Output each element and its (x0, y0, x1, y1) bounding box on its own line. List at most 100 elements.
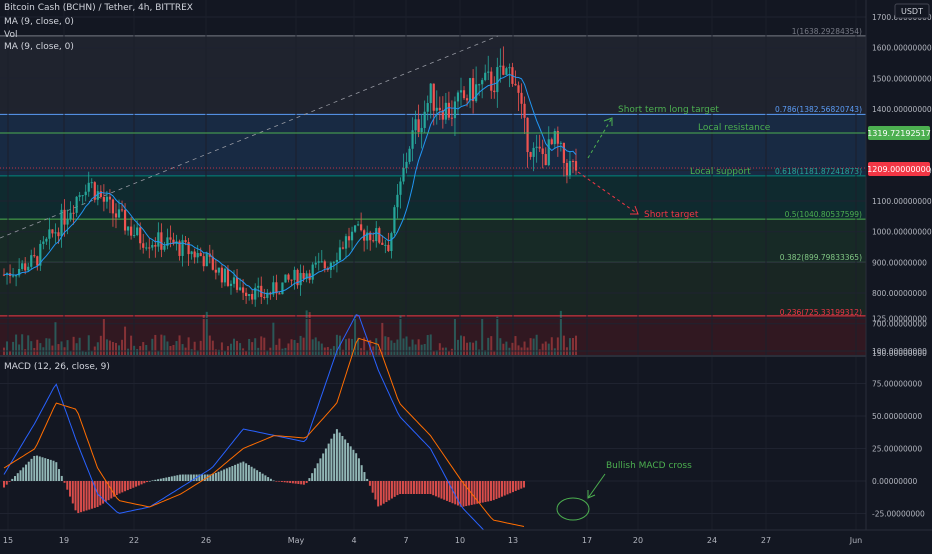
candle-body (571, 160, 575, 162)
current-price-badge (868, 162, 930, 176)
macd-hist-bar (151, 480, 154, 481)
volume-bar (411, 339, 414, 356)
macd-hist-bar (412, 481, 415, 494)
volume-bar (402, 338, 405, 356)
candle-body (93, 182, 96, 200)
short-target-label[interactable]: Short target (644, 210, 699, 220)
candle-body (102, 196, 105, 202)
macd-hist-bar (168, 476, 171, 481)
candle-body (493, 90, 496, 93)
macd-hist-bar (514, 481, 517, 491)
macd-hist-bar (234, 464, 237, 481)
macd-hist-bar (423, 481, 426, 494)
candle-body (381, 242, 384, 245)
macd-hist-bar (44, 458, 47, 481)
volume-bar (429, 334, 432, 356)
macd-hist-bar (393, 481, 396, 497)
ma-legend-2[interactable]: MA (9, close, 0) (4, 42, 74, 52)
candle-body (11, 275, 15, 277)
local-support-label[interactable]: Local support (690, 167, 751, 177)
symbol-legend[interactable]: Bitcoin Cash (BCHN) / Tether, 4h, BITTRE… (4, 3, 193, 13)
macd-hist-bar (500, 481, 503, 497)
vol-legend[interactable]: Vol (4, 30, 18, 40)
macd-hist-bar (311, 473, 314, 481)
price-tick-label: 900.00000000 (872, 258, 927, 267)
candle-body (414, 119, 417, 131)
volume-bar (166, 341, 169, 356)
macd-hist-bar (55, 462, 58, 481)
macd-hist-bar (231, 466, 234, 481)
candle-body (505, 68, 508, 75)
macd-hist-bar (396, 481, 399, 496)
candle-body (130, 226, 133, 236)
candle-body (193, 251, 196, 258)
macd-hist-bar (264, 475, 267, 481)
candle-body (172, 239, 175, 245)
macd-legend[interactable]: MACD (12, 26, close, 9) (4, 362, 110, 372)
candle-body (33, 255, 36, 257)
candle-body (408, 148, 411, 162)
volume-bar (523, 341, 526, 356)
volume-bar (208, 335, 211, 356)
price-tick-label: 700.00000000 (872, 320, 927, 329)
candle-body (308, 273, 311, 280)
volume-bar (63, 347, 66, 356)
candle-body (556, 130, 559, 144)
macd-hist-bar (77, 481, 80, 514)
candle-body (245, 292, 248, 296)
macd-hist-bar (267, 477, 270, 481)
macd-cross-circle[interactable] (556, 497, 590, 521)
volume-bar (57, 344, 60, 356)
candle-body (432, 83, 435, 111)
macd-tick-label: 75.00000000 (872, 380, 922, 389)
candle-body (211, 256, 214, 270)
macd-hist-bar (487, 481, 490, 502)
price-tick-label: 1600.00000000 (872, 44, 932, 53)
time-axis[interactable] (0, 530, 932, 550)
candle-body (263, 296, 266, 298)
volume-bar (187, 337, 190, 356)
candle-body (387, 244, 390, 252)
macd-hist-bar (377, 481, 380, 507)
local-resistance-label[interactable]: Local resistance (698, 123, 771, 133)
bullish-macd-cross-label[interactable]: Bullish MACD cross (606, 461, 692, 471)
price-axis[interactable] (866, 0, 932, 550)
volume-bar (405, 336, 408, 356)
macd-hist-bar (129, 481, 132, 489)
fib-label-0382: 0.382(899.79833365) (780, 253, 862, 262)
macd-hist-bar (107, 481, 110, 501)
volume-bar (54, 322, 57, 356)
macd-hist-bar (165, 477, 168, 481)
macd-cross-arrow[interactable] (587, 473, 606, 499)
currency-button[interactable] (894, 3, 930, 19)
ma-legend[interactable]: MA (9, close, 0) (4, 17, 74, 27)
macd-hist-bar (316, 463, 319, 481)
short-term-long-target-label[interactable]: Short term long target (618, 105, 719, 115)
short-target-arrow[interactable] (577, 171, 639, 215)
volume-bar (393, 342, 396, 356)
macd-hist-bar (126, 481, 129, 491)
candle-body (344, 236, 348, 249)
macd-hist-bar (498, 481, 501, 498)
volume-bar (114, 342, 117, 356)
candle-body (42, 241, 45, 244)
resistance-price-label: 1319.72192517 (867, 129, 931, 138)
macd-hist-bar (481, 481, 484, 503)
volume-bar (242, 348, 245, 356)
volume-bar (272, 322, 275, 356)
fib-label-0618: 0.618(1181.87241873) (775, 167, 862, 176)
candle-body (320, 261, 323, 263)
macd-hist-bar (190, 474, 193, 481)
volume-bar (151, 338, 154, 356)
candle-body (205, 253, 208, 267)
macd-hist-bar (385, 481, 388, 502)
candle-body (402, 167, 405, 182)
volume-bar (287, 343, 290, 356)
long-target-arrow[interactable] (587, 117, 613, 159)
volume-bar (472, 342, 475, 356)
candle-body (547, 139, 550, 166)
volume-bar (290, 339, 293, 356)
volume-bar (514, 336, 517, 356)
